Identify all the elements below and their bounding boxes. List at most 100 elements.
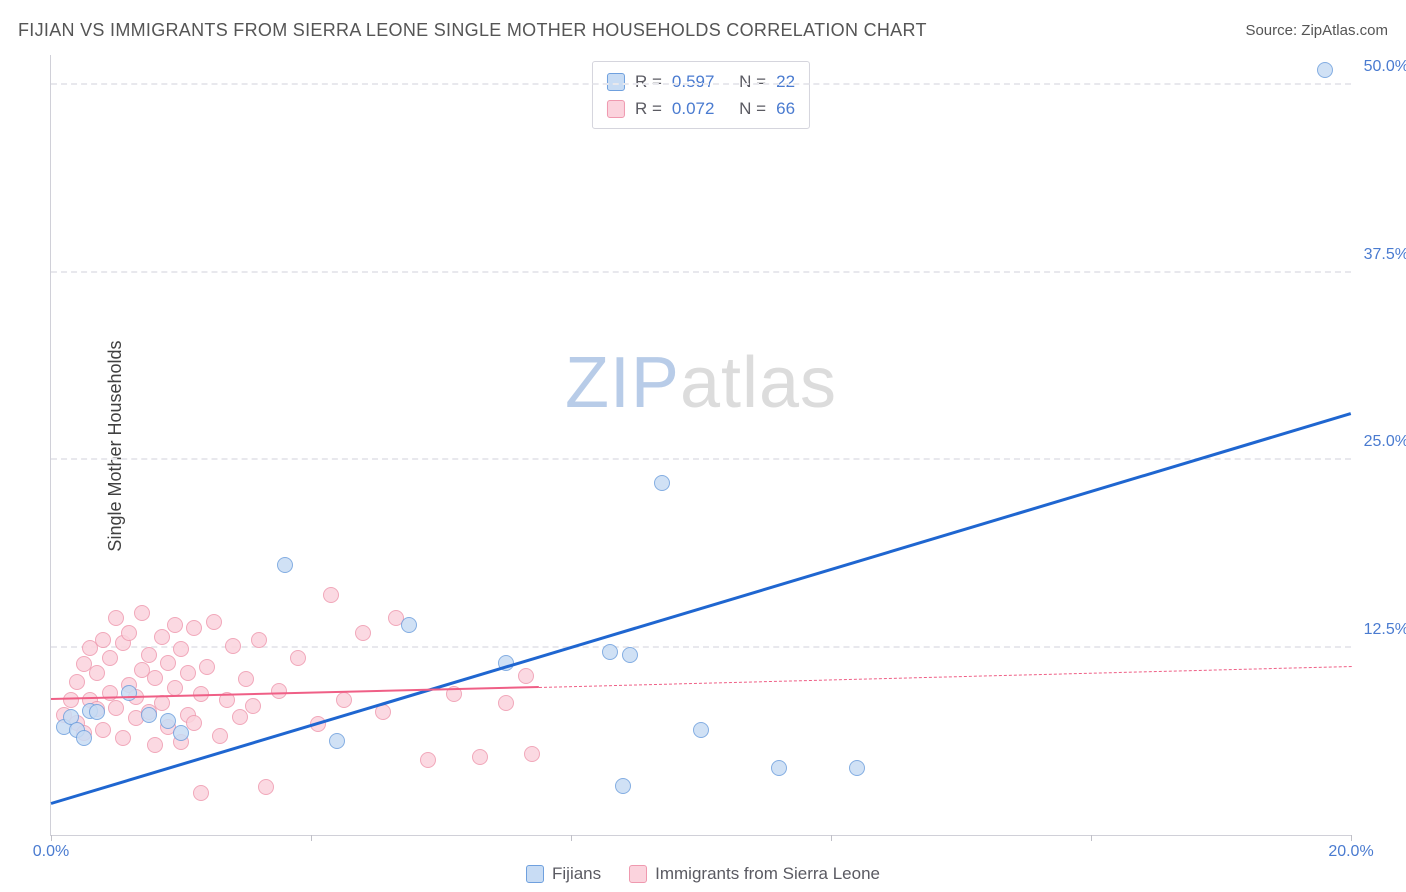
data-point [89, 704, 105, 720]
gridline [51, 271, 1351, 273]
watermark: ZIPatlas [565, 342, 837, 424]
data-point [134, 605, 150, 621]
xtick [51, 835, 52, 841]
watermark-prefix: ZIP [565, 343, 680, 423]
data-point [212, 728, 228, 744]
data-point [141, 707, 157, 723]
data-point [258, 779, 274, 795]
data-point [401, 617, 417, 633]
source-label: Source: ZipAtlas.com [1245, 22, 1388, 39]
data-point [141, 647, 157, 663]
data-point [193, 785, 209, 801]
legend-label-fijians: Fijians [552, 864, 601, 884]
data-point [271, 683, 287, 699]
data-point [654, 475, 670, 491]
data-point [232, 709, 248, 725]
r-value-fijians: 0.597 [672, 68, 715, 95]
swatch-sierra-leone [629, 865, 647, 883]
gridline [51, 458, 1351, 460]
chart-title: FIJIAN VS IMMIGRANTS FROM SIERRA LEONE S… [18, 20, 927, 41]
data-point [115, 730, 131, 746]
stats-row-sierra-leone: R = 0.072 N = 66 [607, 95, 795, 122]
xtick [311, 835, 312, 841]
data-point [323, 587, 339, 603]
gridline [51, 646, 1351, 648]
data-point [336, 692, 352, 708]
watermark-suffix: atlas [680, 343, 837, 423]
data-point [290, 650, 306, 666]
data-point [63, 692, 79, 708]
legend-item-sierra-leone: Immigrants from Sierra Leone [629, 864, 880, 884]
data-point [76, 730, 92, 746]
data-point [186, 620, 202, 636]
n-label: N = [739, 95, 766, 122]
data-point [108, 610, 124, 626]
stats-legend: R = 0.597 N = 22 R = 0.072 N = 66 [592, 61, 810, 129]
data-point [147, 737, 163, 753]
data-point [160, 655, 176, 671]
chart-container: FIJIAN VS IMMIGRANTS FROM SIERRA LEONE S… [0, 0, 1406, 892]
legend-label-sierra-leone: Immigrants from Sierra Leone [655, 864, 880, 884]
xtick-label: 0.0% [33, 843, 69, 861]
bottom-legend: Fijians Immigrants from Sierra Leone [526, 864, 880, 884]
data-point [524, 746, 540, 762]
data-point [160, 713, 176, 729]
n-value-sierra-leone: 66 [776, 95, 795, 122]
data-point [472, 749, 488, 765]
n-value-fijians: 22 [776, 68, 795, 95]
ytick-label: 12.5% [1364, 621, 1406, 639]
swatch-fijians [526, 865, 544, 883]
r-value-sierra-leone: 0.072 [672, 95, 715, 122]
data-point [173, 725, 189, 741]
data-point [95, 632, 111, 648]
data-point [154, 629, 170, 645]
ytick-label: 37.5% [1364, 246, 1406, 264]
data-point [693, 722, 709, 738]
data-point [602, 644, 618, 660]
xtick [1091, 835, 1092, 841]
data-point [102, 650, 118, 666]
data-point [173, 641, 189, 657]
trend-line [538, 666, 1351, 688]
data-point [498, 695, 514, 711]
data-point [622, 647, 638, 663]
plot-area: ZIPatlas R = 0.597 N = 22 R = 0.072 N = … [50, 55, 1351, 836]
data-point [420, 752, 436, 768]
data-point [89, 665, 105, 681]
data-point [251, 632, 267, 648]
ytick-label: 50.0% [1364, 58, 1406, 76]
data-point [518, 668, 534, 684]
trend-line [51, 412, 1352, 805]
data-point [225, 638, 241, 654]
stats-row-fijians: R = 0.597 N = 22 [607, 68, 795, 95]
xtick-label: 20.0% [1328, 843, 1373, 861]
xtick [1351, 835, 1352, 841]
gridline [51, 83, 1351, 85]
data-point [180, 665, 196, 681]
data-point [186, 715, 202, 731]
n-label: N = [739, 68, 766, 95]
data-point [238, 671, 254, 687]
r-label: R = [635, 95, 662, 122]
data-point [771, 760, 787, 776]
data-point [108, 700, 124, 716]
data-point [95, 722, 111, 738]
data-point [206, 614, 222, 630]
data-point [69, 674, 85, 690]
data-point [615, 778, 631, 794]
data-point [167, 680, 183, 696]
data-point [329, 733, 345, 749]
data-point [245, 698, 261, 714]
data-point [121, 625, 137, 641]
data-point [199, 659, 215, 675]
swatch-sierra-leone [607, 100, 625, 118]
legend-item-fijians: Fijians [526, 864, 601, 884]
xtick [571, 835, 572, 841]
r-label: R = [635, 68, 662, 95]
data-point [355, 625, 371, 641]
data-point [849, 760, 865, 776]
data-point [277, 557, 293, 573]
ytick-label: 25.0% [1364, 433, 1406, 451]
swatch-fijians [607, 73, 625, 91]
data-point [1317, 62, 1333, 78]
